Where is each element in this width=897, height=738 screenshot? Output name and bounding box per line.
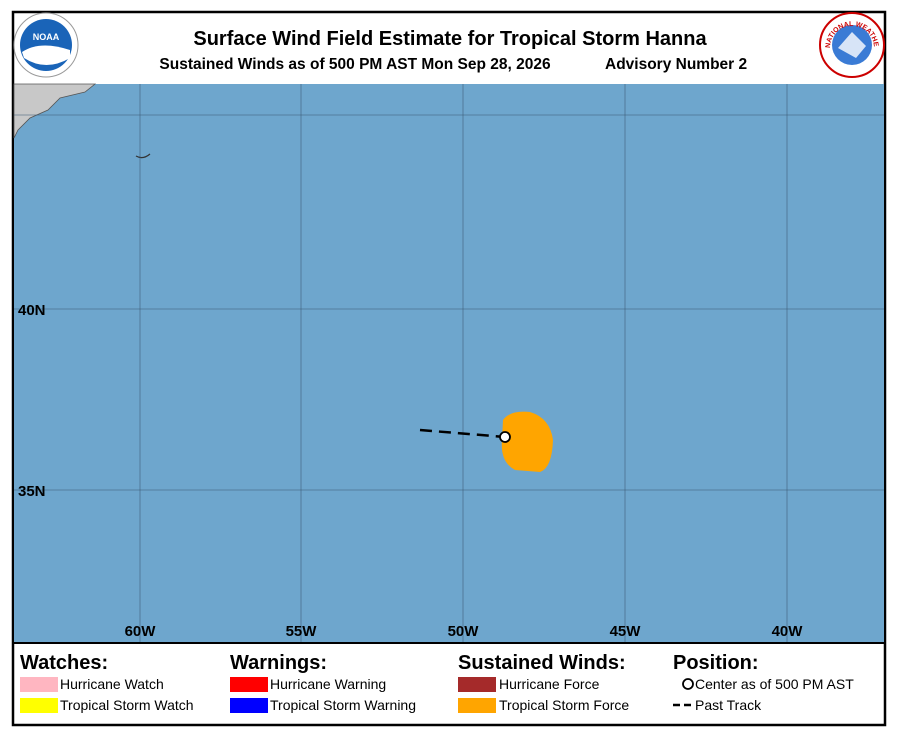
- legend-item: Past Track: [695, 697, 762, 713]
- legend-center-symbol: [682, 678, 694, 690]
- land: [13, 83, 97, 139]
- latitude-label: 40N: [18, 302, 46, 319]
- advisory: Advisory Number 2: [605, 56, 747, 73]
- legend-swatch: [458, 698, 496, 713]
- frame: [11, 10, 887, 727]
- legend-item: Tropical Storm Warning: [270, 697, 416, 713]
- title: Surface Wind Field Estimate for Tropical…: [193, 28, 707, 50]
- ocean: [14, 84, 884, 642]
- map: 40N 35N 60W 55W 50W 45W 40W: [13, 83, 884, 642]
- longitude-label: 60W: [125, 623, 157, 640]
- legend-swatch: [20, 698, 58, 713]
- noaa-logo: NOAA: [13, 12, 79, 78]
- latitude-label: 35N: [18, 483, 46, 500]
- longitude-label: 40W: [772, 623, 804, 640]
- legend-item: Tropical Storm Force: [499, 697, 629, 713]
- legend-heading: Watches:: [20, 652, 108, 674]
- subtitle: Sustained Winds as of 500 PM AST Mon Sep…: [159, 56, 551, 73]
- longitude-label: 55W: [286, 623, 318, 640]
- legend-item: Hurricane Warning: [270, 676, 386, 692]
- legend-swatch: [20, 677, 58, 692]
- legend-heading: Sustained Winds:: [458, 652, 626, 674]
- legend-heading: Position:: [673, 652, 759, 674]
- graticule: [14, 84, 884, 642]
- legend-item: Tropical Storm Watch: [60, 697, 194, 713]
- longitude-label: 50W: [448, 623, 480, 640]
- legend-swatch: [458, 677, 496, 692]
- legend-item: Hurricane Watch: [60, 676, 164, 692]
- island: [135, 153, 151, 159]
- storm-center: [499, 431, 511, 443]
- legend-item: Hurricane Force: [499, 676, 600, 692]
- legend-item: Center as of 500 PM AST: [695, 676, 854, 692]
- logo-text: NOAA: [33, 32, 60, 42]
- legend-swatch: [230, 677, 268, 692]
- legend-heading: Warnings:: [230, 652, 327, 674]
- past-track: [419, 428, 506, 439]
- longitude-label: 45W: [610, 623, 642, 640]
- legend-swatch: [230, 698, 268, 713]
- tropical-storm-wind-field: [501, 411, 553, 472]
- legend: Watches: Hurricane Watch Tropical Storm Wa…: [20, 652, 854, 713]
